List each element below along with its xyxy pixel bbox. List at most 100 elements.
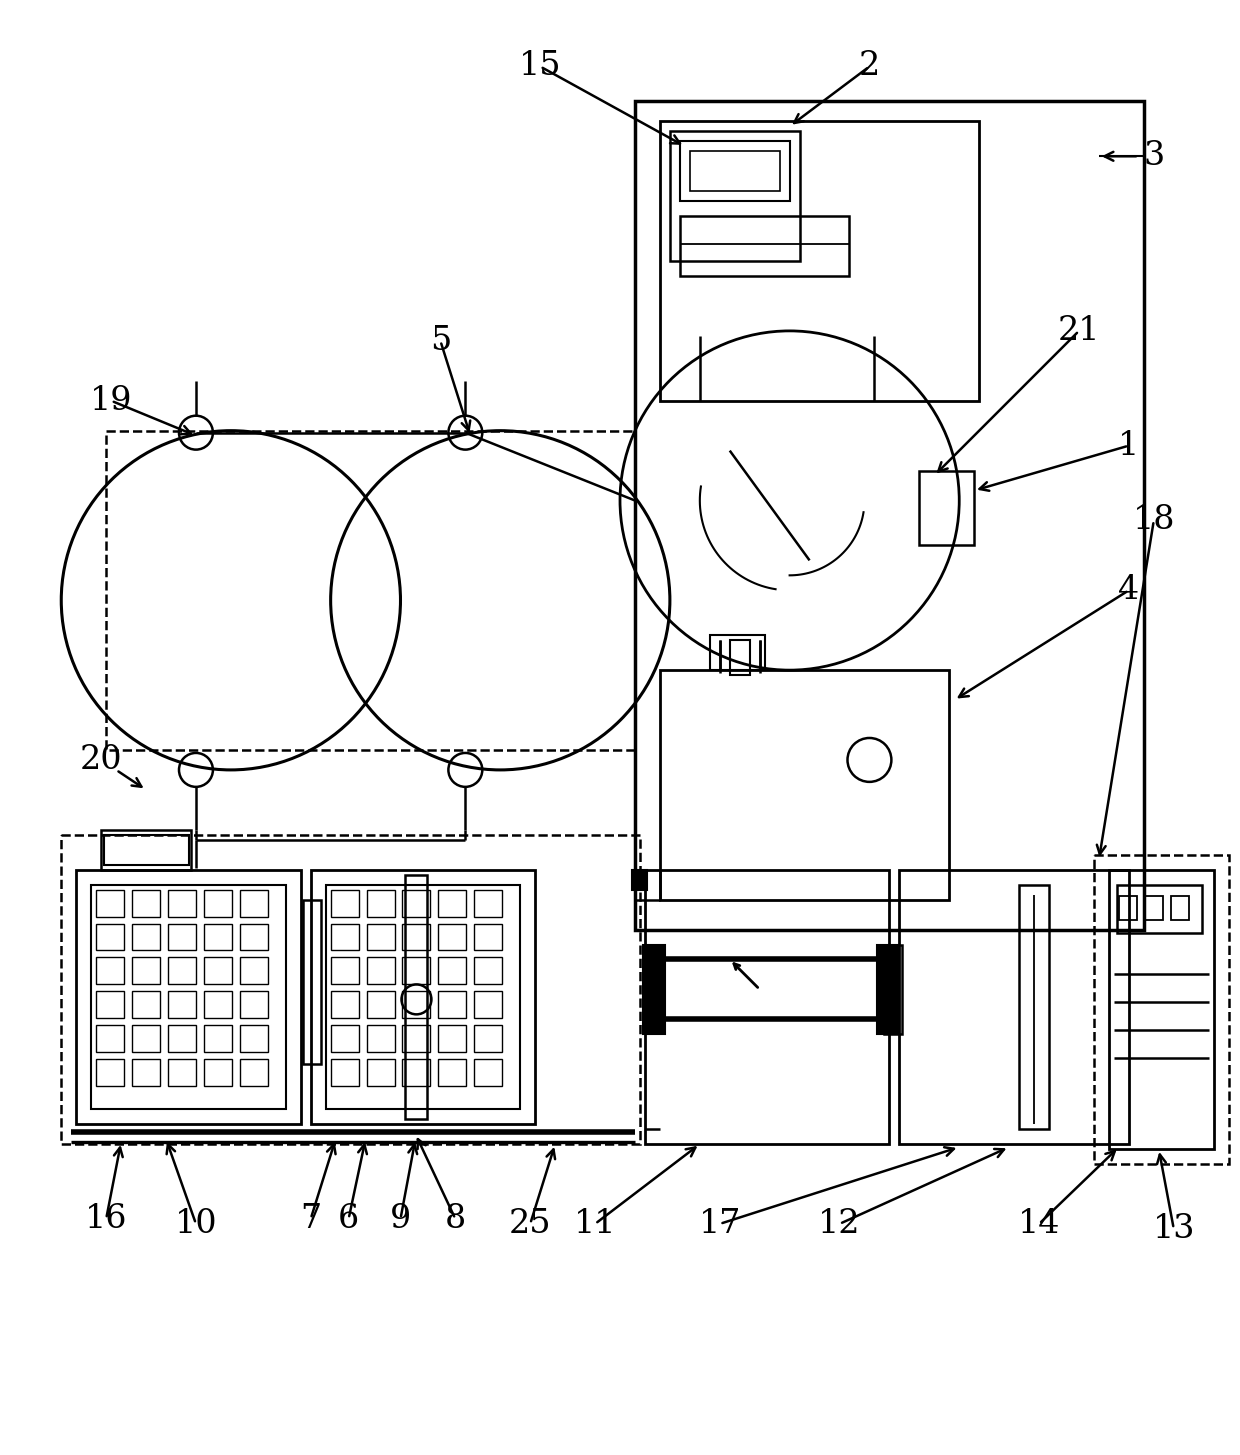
Bar [878, 944, 899, 1035]
Bar [133, 889, 160, 917]
Bar [367, 889, 394, 917]
Bar [1019, 885, 1049, 1129]
Bar [97, 924, 124, 950]
Bar [92, 885, 285, 1109]
Bar [133, 1026, 160, 1052]
Bar [475, 957, 502, 985]
Bar [1171, 896, 1189, 920]
Bar [439, 924, 466, 950]
Text: 8: 8 [445, 1203, 466, 1235]
Text: 14: 14 [1018, 1208, 1060, 1240]
Bar [203, 1059, 232, 1087]
Text: 21: 21 [1058, 314, 1100, 346]
Bar [1118, 896, 1137, 920]
Bar [326, 885, 521, 1109]
Bar [167, 991, 196, 1018]
Bar [660, 671, 950, 899]
Bar [439, 957, 466, 985]
Bar [97, 1059, 124, 1087]
Bar [102, 829, 191, 870]
Text: 20: 20 [79, 744, 123, 776]
Text: 7: 7 [300, 1203, 321, 1235]
Bar [97, 991, 124, 1018]
Bar [203, 889, 232, 917]
Bar [709, 636, 765, 671]
Bar [689, 151, 780, 191]
Bar [239, 991, 268, 1018]
Bar [239, 1026, 268, 1052]
Bar [367, 991, 394, 1018]
Text: 17: 17 [698, 1208, 742, 1240]
Bar [367, 1059, 394, 1087]
Bar [632, 870, 647, 889]
Bar [730, 640, 750, 675]
Bar [680, 141, 790, 201]
Text: 3: 3 [1143, 140, 1164, 172]
Bar [133, 991, 160, 1018]
Bar [670, 131, 800, 260]
Bar [367, 957, 394, 985]
Bar [133, 957, 160, 985]
Text: 11: 11 [574, 1208, 616, 1240]
Bar [439, 991, 466, 1018]
Text: 4: 4 [1118, 575, 1140, 607]
Bar [104, 835, 188, 864]
Bar [439, 889, 466, 917]
Bar [403, 1059, 430, 1087]
Text: 12: 12 [818, 1208, 861, 1240]
Bar [203, 1026, 232, 1052]
Bar [311, 870, 536, 1125]
Text: 13: 13 [1152, 1213, 1195, 1245]
Bar [203, 924, 232, 950]
Bar [167, 957, 196, 985]
Bar [403, 957, 430, 985]
Bar [97, 889, 124, 917]
Bar [239, 889, 268, 917]
Bar [475, 889, 502, 917]
Bar [133, 924, 160, 950]
Bar [884, 944, 903, 1035]
Bar [331, 991, 358, 1018]
Bar [167, 1059, 196, 1087]
Bar [239, 957, 268, 985]
Bar [403, 889, 430, 917]
Bar [239, 1059, 268, 1087]
Bar [475, 1059, 502, 1087]
Bar [439, 1026, 466, 1052]
Bar [1145, 896, 1163, 920]
Bar [475, 991, 502, 1018]
Bar [133, 1059, 160, 1087]
Text: 16: 16 [84, 1203, 128, 1235]
Bar [167, 889, 196, 917]
Bar [475, 1026, 502, 1052]
Bar [1109, 870, 1214, 1149]
Bar [331, 957, 358, 985]
Bar [660, 121, 980, 400]
Bar [899, 870, 1128, 1144]
Text: 6: 6 [339, 1203, 360, 1235]
Bar [644, 944, 665, 1035]
Bar [680, 217, 849, 276]
Bar [405, 874, 428, 1119]
Bar [403, 991, 430, 1018]
Bar [367, 1026, 394, 1052]
Text: 9: 9 [389, 1203, 412, 1235]
Bar [167, 924, 196, 950]
Bar [403, 924, 430, 950]
Bar [1094, 854, 1229, 1164]
Bar [61, 835, 640, 1144]
Bar [97, 1026, 124, 1052]
Bar [97, 957, 124, 985]
Bar [919, 470, 975, 546]
Bar [303, 899, 321, 1064]
Bar [475, 924, 502, 950]
Bar [107, 431, 635, 749]
Text: 15: 15 [518, 51, 562, 83]
Bar [331, 889, 358, 917]
Bar [203, 957, 232, 985]
Text: 5: 5 [430, 324, 451, 356]
Text: 18: 18 [1132, 505, 1176, 537]
Bar [167, 1026, 196, 1052]
Text: 2: 2 [859, 51, 880, 83]
Bar [239, 924, 268, 950]
